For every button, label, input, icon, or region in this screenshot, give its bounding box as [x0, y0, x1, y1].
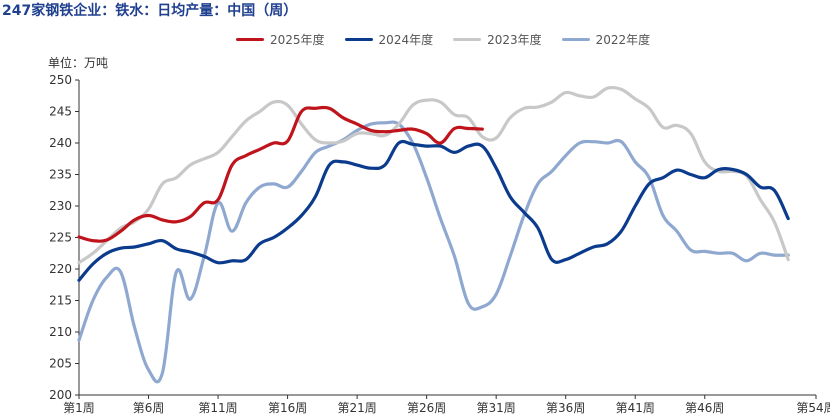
y-tick-label: 205 — [49, 357, 72, 371]
legend-swatch-2023 — [453, 38, 482, 41]
legend-item-2024[interactable]: 2024年度 — [344, 31, 434, 48]
y-tick-label: 200 — [49, 388, 72, 402]
legend-swatch-2024 — [344, 38, 373, 41]
x-tick-label: 第46周 — [685, 401, 724, 415]
chart-title: 247家钢铁企业：铁水：日均产量：中国（周） — [2, 3, 298, 19]
x-tick-label: 第36周 — [546, 401, 585, 415]
y-tick-label: 240 — [49, 136, 72, 150]
x-tick-label: 第31周 — [477, 401, 516, 415]
x-tick-label: 第54周 — [796, 401, 830, 415]
legend-swatch-2025 — [236, 38, 264, 41]
series-lines — [77, 85, 790, 384]
legend-label-2025: 2025年度 — [270, 33, 325, 47]
legend-label-2022: 2022年度 — [595, 33, 651, 47]
legend-item-2022[interactable]: 2022年度 — [561, 31, 651, 48]
y-tick-label: 220 — [49, 262, 72, 276]
legend-item-2023[interactable]: 2023年度 — [453, 31, 542, 48]
unit-label: 单位：万吨 — [48, 56, 109, 70]
y-tick-label: 210 — [49, 325, 72, 339]
legend-swatch-2022 — [561, 38, 590, 41]
legend: 2025年度 2024年度 2023年度 2022年度 — [236, 31, 650, 48]
x-tick-label: 第26周 — [407, 401, 446, 415]
y-tick-label: 225 — [49, 231, 72, 245]
y-tick-label: 235 — [49, 168, 72, 182]
series-line-2024年度 — [77, 139, 790, 282]
y-tick-label: 215 — [49, 294, 72, 308]
x-tick-label: 第6周 — [133, 401, 165, 415]
x-tick-label: 第41周 — [616, 401, 655, 415]
y-tick-label: 230 — [49, 199, 72, 213]
axes: 200 205 210 215 220 225 230 235 240 245 250 第1周 第6周 第… — [49, 73, 830, 415]
y-tick-label: 245 — [49, 105, 72, 119]
x-tick-label: 第21周 — [337, 401, 376, 415]
series-line-2025年度 — [77, 105, 484, 243]
legend-item-2025[interactable]: 2025年度 — [236, 31, 325, 48]
x-tick-label: 第1周 — [63, 401, 95, 415]
series-line-2022年度 — [77, 120, 790, 384]
x-tick-label: 第16周 — [268, 401, 307, 415]
x-tick-label: 第11周 — [198, 401, 237, 415]
legend-label-2023: 2023年度 — [487, 33, 542, 47]
y-tick-label: 250 — [49, 73, 72, 87]
legend-label-2024: 2024年度 — [378, 33, 434, 47]
series-line-2023年度 — [77, 85, 790, 265]
